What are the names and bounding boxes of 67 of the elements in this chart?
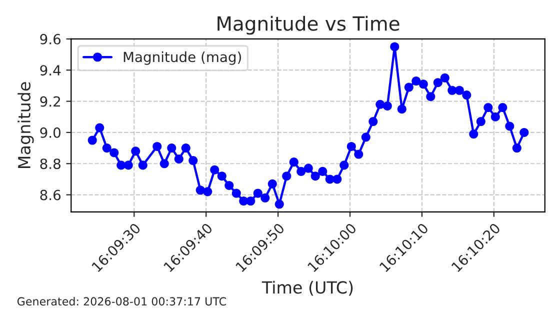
point (131, 146, 140, 156)
point (454, 86, 464, 95)
point (462, 90, 472, 100)
point (124, 160, 133, 170)
point (95, 123, 104, 132)
point (440, 73, 450, 82)
point (332, 174, 342, 184)
point (310, 172, 320, 181)
point (174, 154, 184, 164)
point (376, 100, 385, 109)
point (426, 92, 436, 102)
point (520, 128, 529, 137)
point (152, 142, 162, 151)
x-axis-title: Time (UTC) (262, 280, 353, 296)
point (253, 188, 262, 198)
point (498, 103, 508, 112)
point (88, 136, 97, 145)
point (382, 101, 392, 110)
point (296, 166, 306, 176)
point (469, 130, 478, 139)
point (340, 160, 349, 170)
point (346, 142, 356, 151)
text: Generated: 2026-08-01 00:37:17 UTC (17, 296, 226, 306)
point (160, 159, 169, 168)
point (505, 122, 514, 131)
point (404, 82, 414, 92)
point (246, 196, 256, 206)
y-tick-label: 8.6 (40, 190, 61, 200)
point (484, 103, 493, 112)
y-tick-label: 9.0 (40, 127, 60, 138)
point (274, 200, 284, 209)
y-tick-label: 9.6 (40, 34, 61, 44)
point (289, 158, 298, 167)
y-tick-label: 8.8 (40, 158, 60, 170)
point (354, 150, 364, 159)
point (412, 76, 421, 86)
point (490, 112, 500, 122)
y-tick-label: 9.4 (40, 65, 61, 76)
point (318, 166, 328, 176)
point (368, 117, 378, 126)
point (282, 172, 292, 181)
point (188, 156, 198, 166)
point (167, 144, 176, 153)
point (138, 160, 148, 170)
point (260, 193, 270, 202)
point (476, 117, 486, 126)
point (512, 144, 522, 153)
point (210, 165, 220, 174)
point (217, 172, 226, 181)
point (181, 144, 190, 153)
point (203, 187, 212, 196)
y-tick-label: 9.2 (40, 96, 60, 107)
chart-title: Magnitude vs Time (218, 16, 400, 35)
y-axis-title: Magnitude (18, 82, 34, 168)
point (102, 144, 112, 153)
point (433, 78, 442, 88)
point (224, 180, 234, 190)
point (418, 80, 428, 89)
legend-label: Magnitude (mag) (124, 51, 242, 65)
point (361, 132, 370, 142)
point (232, 188, 241, 198)
point (397, 104, 406, 114)
point (110, 148, 119, 158)
point (196, 186, 205, 195)
point (304, 164, 313, 173)
point (390, 42, 400, 52)
point (268, 179, 277, 188)
